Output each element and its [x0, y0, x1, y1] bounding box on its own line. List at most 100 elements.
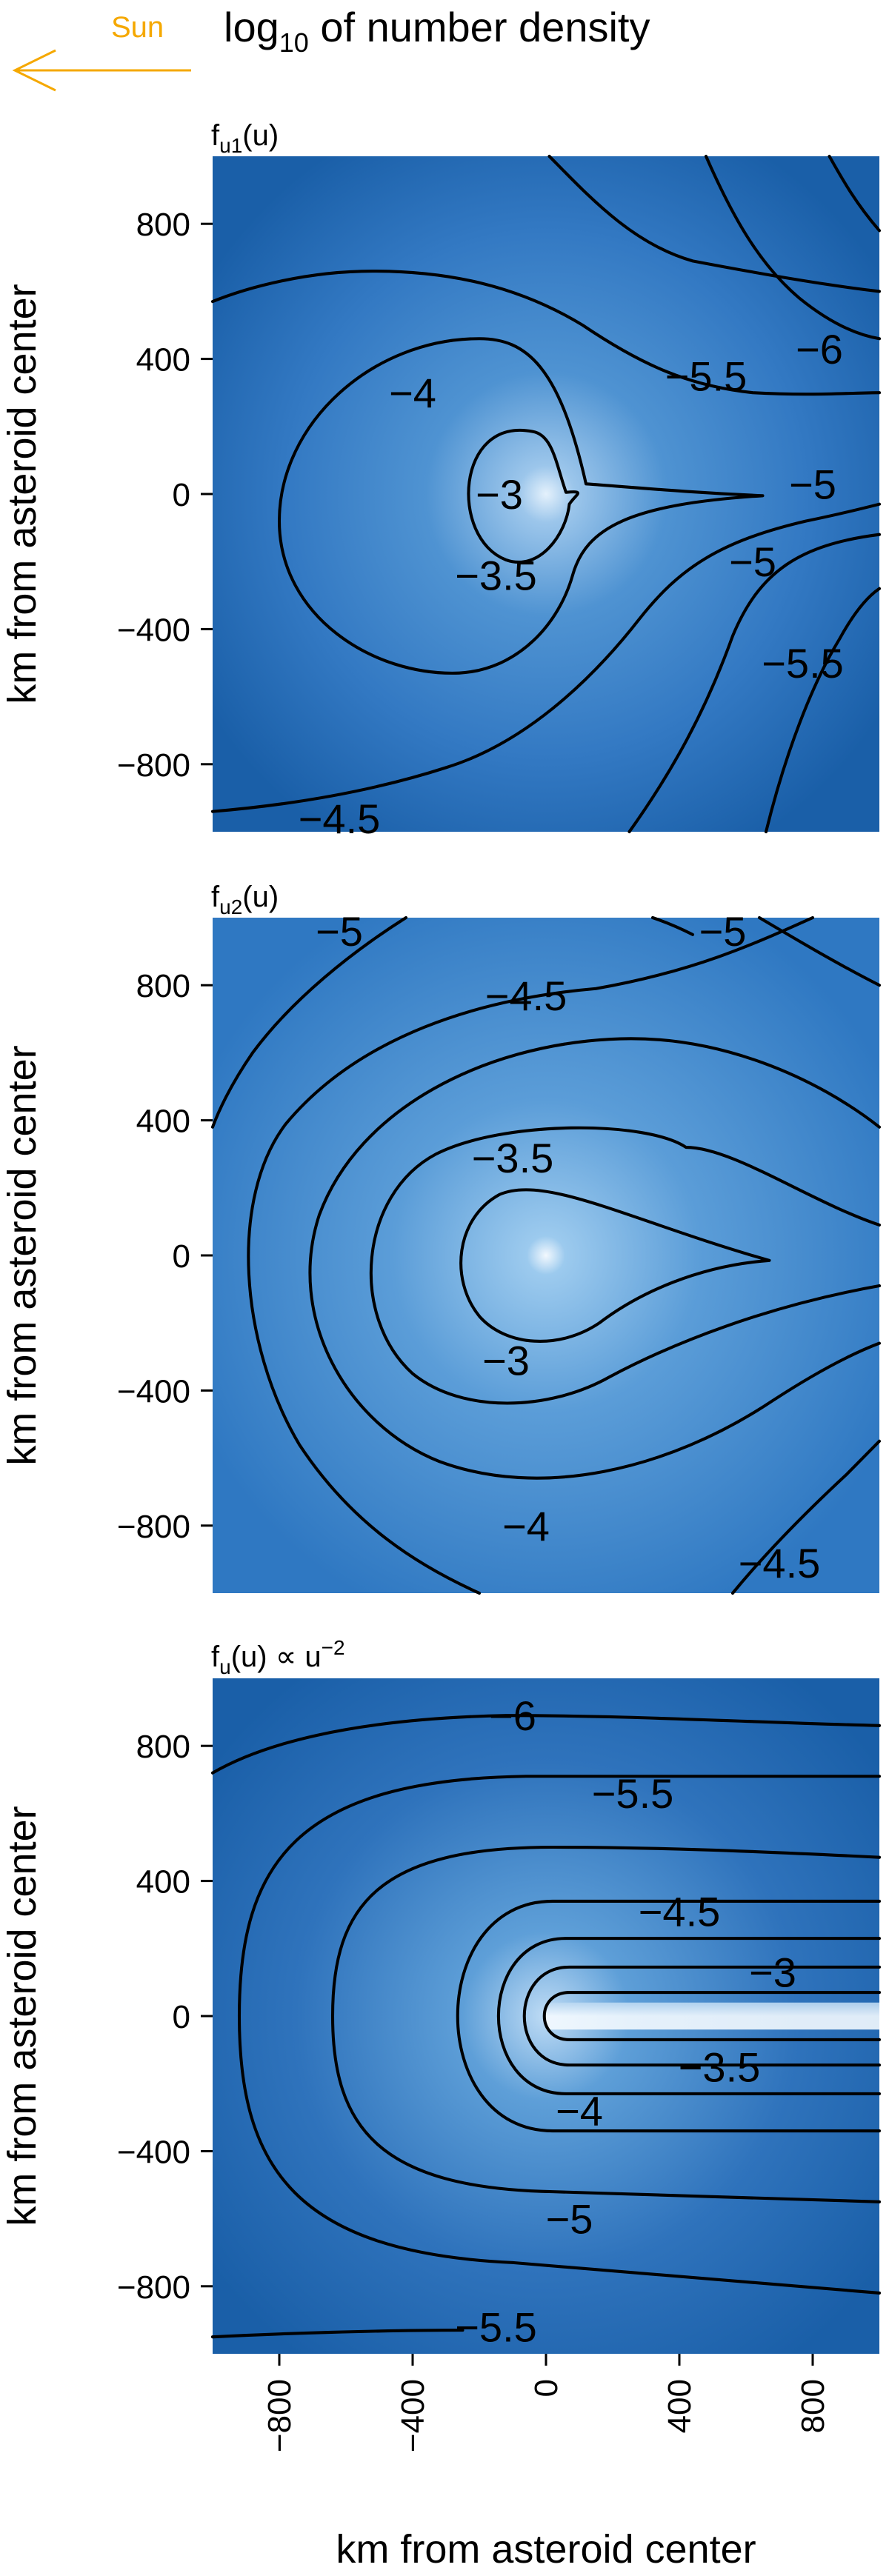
contour-line	[210, 2329, 465, 2339]
x-tick-label: 0	[528, 2379, 565, 2397]
contour-label: −5	[699, 908, 747, 955]
contour-line	[456, 1899, 882, 2133]
contour-label: −5	[789, 461, 836, 507]
y-tick-label: −400	[117, 2134, 190, 2170]
contour-line	[730, 1439, 882, 1595]
panel-title-sup: −2	[322, 1636, 345, 1659]
figure-title-rest: of number density	[309, 4, 650, 50]
y-tick-label: −400	[117, 1373, 190, 1409]
contour-line	[627, 533, 882, 834]
contour-line	[247, 915, 815, 1595]
panel-title-sub: u2	[219, 895, 242, 918]
plot-body-fu2	[210, 915, 882, 1595]
plot-body-fu-power	[210, 1678, 882, 2354]
contour-line	[459, 1188, 771, 1343]
panel-title-rest: (u)	[242, 881, 279, 913]
contour-line	[828, 154, 882, 233]
contour-label: −5.5	[762, 640, 844, 687]
x-axis: −800 −400 0 400 800	[262, 2354, 831, 2452]
plot-area-fu1: −3 −3.5 −4 −4.5 −5 −5 −5.5 −5.5 −6	[210, 154, 882, 842]
y-tick-label: 400	[136, 1864, 190, 1901]
contour-line	[704, 154, 882, 341]
y-tick-label: 400	[136, 342, 190, 378]
contour-line	[496, 1937, 882, 2095]
density-field	[212, 918, 879, 1593]
contour-label: −4.5	[485, 972, 567, 1019]
panel-fu-power: fu(u) ∝ u−2 −3 −3.5 −4 −4.5 −5 −5.5 −5.5 −6 −80…	[0, 1636, 882, 2572]
y-axis-label: km from asteroid center	[0, 1045, 44, 1465]
contour-label: −5.5	[455, 2304, 537, 2351]
density-beam	[546, 2002, 879, 2030]
contour-line	[237, 1775, 882, 2295]
panel-fu1: fu1(u) −3 −3.5 −4 −4.5 −5 −5 −5.5 −5.5 −6 −800 −4	[0, 119, 882, 842]
contour-line	[277, 337, 765, 675]
panel-title-fu-power: fu(u) ∝ u−2	[211, 1636, 345, 1678]
contour-line	[210, 502, 882, 813]
panel-title-fu2: fu2(u)	[211, 881, 279, 918]
panel-title-rest: (u)	[242, 119, 279, 152]
contour-line	[764, 587, 882, 834]
figure-header: Sun log10 of number density	[12, 4, 650, 92]
x-tick-label: 800	[795, 2379, 831, 2433]
contour-line	[210, 915, 408, 1129]
contour-line	[542, 1991, 882, 2041]
contour-line	[467, 428, 579, 564]
sun-arrow-icon	[12, 49, 191, 92]
contour-label: −3	[482, 1337, 530, 1384]
y-tick-label: −800	[117, 1509, 190, 1545]
y-tick-label: 0	[173, 1238, 190, 1275]
contour-label: −5.5	[592, 1770, 674, 1817]
y-tick-label: −800	[117, 747, 190, 784]
plot-area-fu2: −3 −3.5 −4 −4.5 −4.5 −5 −5	[210, 908, 882, 1595]
contour-line	[330, 1845, 882, 2203]
contour-label: −4	[502, 1503, 550, 1549]
panel-title-sub: u1	[219, 134, 242, 157]
y-tick-label: 800	[136, 207, 190, 243]
contour-line	[369, 1126, 882, 1405]
panel-title-fu1: fu1(u)	[211, 119, 279, 157]
panel-title-f: f	[211, 119, 220, 152]
x-tick-label: −400	[395, 2379, 431, 2452]
figure-title: log10 of number density	[224, 4, 650, 58]
y-tick-label: 0	[173, 477, 190, 513]
x-tick-label: −800	[262, 2379, 298, 2452]
contour-label: −4.5	[639, 1889, 721, 1935]
x-axis-label: km from asteroid center	[336, 2527, 756, 2572]
y-tick-label: −400	[117, 612, 190, 648]
panel-title-f: f	[211, 1641, 220, 1673]
contour-labels: −3 −3.5 −4 −4.5 −5 −5.5 −5.5 −6	[455, 1692, 796, 2350]
plot-area-fu-power: −3 −3.5 −4 −4.5 −5 −5.5 −5.5 −6	[210, 1678, 882, 2354]
contour-label: −3.5	[455, 552, 537, 598]
y-axis: −800 −400 0 400 800	[117, 1729, 213, 2306]
contour-labels: −3 −3.5 −4 −4.5 −4.5 −5 −5	[316, 908, 820, 1586]
panel-title-f: f	[211, 881, 220, 913]
contour-line	[522, 1965, 882, 2067]
y-tick-label: 800	[136, 1729, 190, 1765]
contour-line	[210, 1714, 882, 1775]
y-axis: −800 −400 0 400 800	[117, 207, 213, 784]
contour-label: −5	[546, 2196, 593, 2243]
y-tick-label: 400	[136, 1104, 190, 1140]
contour-label: −3.5	[472, 1135, 554, 1181]
y-tick-label: 0	[173, 1999, 190, 2035]
contour-label: −4.5	[739, 1540, 821, 1586]
density-field	[212, 156, 879, 832]
contour-line	[210, 269, 882, 396]
contour-label: −5.5	[665, 353, 748, 399]
y-axis-label: km from asteroid center	[0, 1806, 44, 2226]
contour-label: −4	[389, 370, 436, 416]
panel-fu2: fu2(u) −3 −3.5 −4 −4.5 −4.5 −5 −5 −800 −400 0 400…	[0, 881, 882, 1595]
contour-labels: −3 −3.5 −4 −4.5 −5 −5 −5.5 −5.5 −6	[299, 326, 844, 842]
contour-line	[547, 154, 882, 293]
contour-label: −5	[316, 908, 363, 955]
contour-label: −4	[556, 2088, 603, 2135]
contour-label: −5	[729, 538, 776, 585]
contour-line	[650, 915, 695, 936]
y-axis-label: km from asteroid center	[0, 284, 44, 704]
y-tick-label: 800	[136, 968, 190, 1004]
contour-label: −6	[796, 326, 843, 373]
contour-line	[308, 1037, 882, 1480]
figure-title-subscript: 10	[279, 27, 309, 58]
contour-line	[757, 915, 882, 987]
sun-label: Sun	[111, 11, 164, 44]
